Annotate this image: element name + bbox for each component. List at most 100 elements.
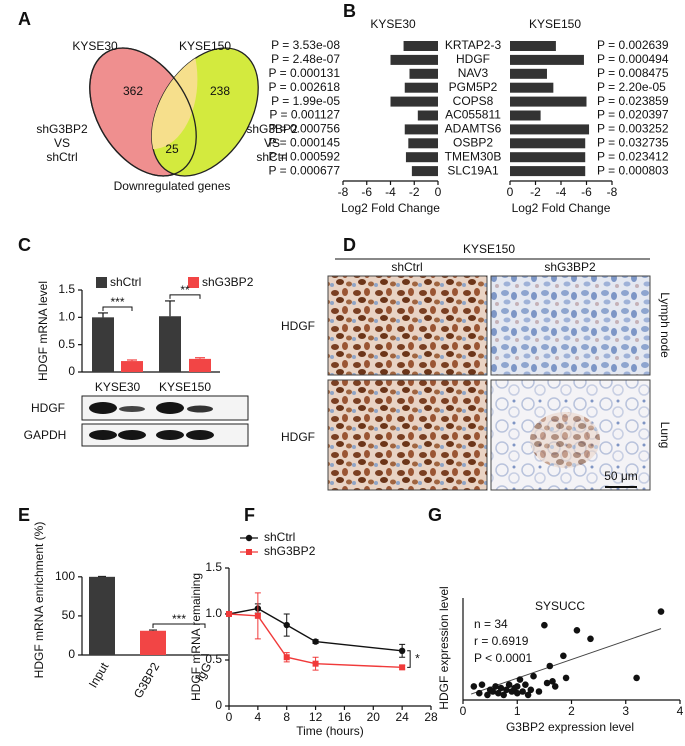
point — [283, 621, 290, 629]
p-value: P = 0.002618 — [268, 80, 340, 94]
y-tick-label: 50 — [62, 608, 76, 622]
bar — [408, 138, 438, 149]
p-value: P = 3.53e-08 — [271, 38, 340, 52]
point — [497, 684, 505, 692]
y-axis-title: HDGF mRNA remaining — [189, 573, 203, 701]
legend-marker — [245, 534, 253, 542]
point — [527, 686, 535, 694]
p-value: P = 0.000145 — [268, 135, 340, 149]
point — [398, 647, 406, 654]
y-tick-label: 1.5 — [58, 282, 75, 296]
x-tick-label: 2 — [568, 704, 575, 718]
point — [541, 621, 548, 629]
venn-outline — [89, 47, 197, 177]
point — [312, 638, 319, 645]
gene-name: TMEM30B — [445, 149, 502, 163]
p-value: P = 0.023412 — [597, 149, 669, 163]
count: 238 — [210, 84, 230, 98]
significance-bracket — [102, 306, 133, 311]
legend-label: shCtrl — [264, 530, 295, 544]
x-tick-label: 4 — [677, 704, 684, 718]
panel-label: D — [343, 235, 356, 255]
legend-marker — [246, 549, 252, 555]
p-value: P = 2.20e-05 — [597, 80, 666, 94]
x-tick-label: G3BP2 — [131, 660, 163, 701]
x-tick-label: 24 — [395, 710, 409, 724]
point — [530, 672, 537, 680]
point — [546, 662, 554, 670]
error-bar — [195, 357, 205, 359]
blot-band — [89, 430, 117, 440]
point — [226, 611, 232, 617]
x-tick-label: 4 — [255, 710, 262, 724]
point — [505, 681, 513, 688]
bar — [510, 152, 586, 163]
p-value: P = 0.008475 — [597, 66, 669, 80]
x-tick-label: 20 — [367, 710, 381, 724]
point — [475, 689, 483, 697]
bar — [89, 576, 115, 655]
bar — [510, 124, 590, 135]
panel-label: A — [18, 9, 31, 29]
bar — [159, 316, 181, 372]
x-axis-title: Time (hours) — [296, 724, 364, 738]
gene-name: SLC19A1 — [447, 163, 499, 177]
x-tick-label: -4 — [385, 185, 396, 199]
panel-label: G — [428, 505, 442, 525]
blot-band — [156, 402, 184, 414]
bar — [140, 630, 166, 655]
bar — [390, 96, 438, 107]
p-value: P = 0.002639 — [597, 38, 669, 52]
bar — [404, 124, 438, 135]
p-value: P = 0.000131 — [268, 66, 340, 80]
y-tick-label: 1.5 — [205, 560, 222, 574]
point — [484, 691, 491, 699]
significance-bracket — [152, 623, 206, 628]
gene-name: HDGF — [456, 52, 490, 66]
blot-band — [89, 402, 117, 414]
point — [503, 686, 510, 694]
error-bar — [127, 359, 137, 362]
bar — [411, 166, 438, 177]
p-value: P = 1.99e-05 — [271, 94, 340, 108]
gene-name: KRTAP2-3 — [445, 38, 502, 52]
bar — [510, 166, 586, 177]
point — [399, 664, 406, 671]
blot-label: HDGF — [31, 401, 65, 415]
panel-label: C — [18, 235, 31, 255]
point — [587, 635, 594, 643]
header: KYSE150 — [463, 242, 515, 256]
y-tick-label: 0 — [68, 364, 75, 378]
significance: ** — [180, 283, 190, 297]
x-tick-label: KYSE150 — [159, 380, 211, 394]
bar — [510, 138, 586, 149]
bar — [417, 110, 438, 121]
statistic: n = 34 — [474, 617, 508, 631]
error-bar — [149, 629, 157, 631]
point — [657, 608, 665, 615]
fit-line — [470, 628, 662, 695]
point — [549, 678, 556, 685]
bar — [92, 317, 114, 372]
point — [522, 681, 529, 688]
panel-label: E — [18, 505, 30, 525]
point — [562, 674, 570, 682]
bar — [510, 41, 556, 51]
x-tick-label: -2 — [530, 185, 541, 199]
x-tick-label: -2 — [409, 185, 420, 199]
p-value: P = 0.000803 — [597, 163, 669, 177]
western-blot — [81, 395, 249, 447]
point — [573, 627, 581, 634]
point — [489, 688, 497, 695]
gene-name: PGM5P2 — [449, 80, 498, 94]
point — [516, 676, 524, 683]
bar — [510, 82, 554, 93]
point — [312, 660, 319, 667]
y-axis-title: HDGF mRNA enrichment (%) — [32, 522, 46, 679]
x-tick-label: 0 — [507, 185, 514, 199]
chart-title: SYSUCC — [535, 599, 585, 613]
point — [492, 683, 499, 690]
x-axis-title: G3BP2 expression level — [506, 720, 634, 734]
y-tick-label: 1.0 — [58, 310, 75, 324]
